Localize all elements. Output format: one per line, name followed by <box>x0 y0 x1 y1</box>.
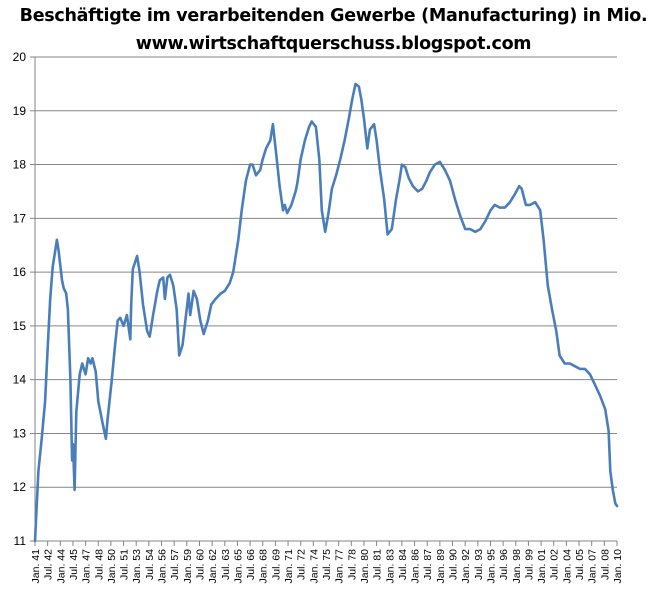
y-tick-label: 18 <box>13 158 27 172</box>
x-tick-label: Jul. 42 <box>43 549 55 580</box>
x-tick-label: Jul. 54 <box>144 549 156 580</box>
x-tick-label: Jul. 08 <box>599 549 611 580</box>
y-tick-label: 20 <box>13 50 27 64</box>
y-tick-label: 19 <box>13 104 27 118</box>
x-tick-label: Jul. 93 <box>473 549 485 580</box>
x-tick-label: Jan. 47 <box>81 549 93 584</box>
y-tick-label: 13 <box>13 426 27 440</box>
x-tick-label: Jan. 65 <box>232 549 244 584</box>
x-tick-label: Jul. 45 <box>68 549 80 580</box>
y-tick-label: 15 <box>13 319 27 333</box>
x-tick-label: Jul. 90 <box>448 549 460 580</box>
x-tick-label: Jan. 83 <box>384 549 396 584</box>
x-tick-label: Jul. 84 <box>397 549 409 580</box>
x-tick-label: Jul. 02 <box>549 549 561 580</box>
y-tick-label: 12 <box>13 480 27 494</box>
x-tick-label: Jan. 56 <box>157 549 169 584</box>
x-tick-label: Jul. 63 <box>220 549 232 580</box>
x-tick-label: Jan. 10 <box>612 549 624 584</box>
y-tick-label: 16 <box>13 265 27 279</box>
x-tick-label: Jul. 48 <box>93 549 105 580</box>
x-tick-label: Jan. 89 <box>435 549 447 584</box>
x-tick-label: Jul. 72 <box>296 549 308 580</box>
x-tick-label: Jan. 07 <box>587 549 599 584</box>
x-tick-label: Jan. 04 <box>561 549 573 584</box>
x-tick-label: Jan. 62 <box>207 549 219 584</box>
x-tick-label: Jul. 96 <box>498 549 510 580</box>
x-tick-label: Jul. 60 <box>194 549 206 580</box>
x-tick-label: Jul. 51 <box>119 549 131 580</box>
x-axis: Jan. 41 Jul. 42 Jan. 44 Jul. 45 Jan. 47 Jul. … <box>30 540 624 584</box>
x-tick-label: Jan. 53 <box>131 549 143 584</box>
x-tick-label: Jan. 44 <box>55 549 67 584</box>
y-axis: 11 12 13 14 15 16 17 18 19 20 <box>13 50 36 548</box>
x-tick-label: Jul. 78 <box>346 549 358 580</box>
x-tick-label: Jul. 57 <box>169 549 181 580</box>
x-tick-label: Jan. 95 <box>485 549 497 584</box>
x-tick-label: Jan. 68 <box>258 549 270 584</box>
x-tick-label: Jul. 05 <box>574 549 586 580</box>
x-tick-label: Jul. 99 <box>523 549 535 580</box>
chart-subtitle: www.wirtschaftquerschuss.blogspot.com <box>135 34 532 54</box>
x-tick-label: Jan. 59 <box>182 549 194 584</box>
gridlines <box>35 56 617 488</box>
series-group <box>33 82 619 543</box>
x-tick-label: Jul. 66 <box>245 549 257 580</box>
x-tick-label: Jul. 69 <box>270 549 282 580</box>
y-tick-label: 17 <box>13 211 27 225</box>
chart-title: Beschäftigte im verarbeitenden Gewerbe (… <box>19 6 648 26</box>
series-line <box>33 82 619 543</box>
x-tick-label: Jan. 80 <box>359 549 371 584</box>
x-tick-label: Jul. 81 <box>372 549 384 580</box>
x-tick-label: Jan. 41 <box>30 549 42 584</box>
x-tick-label: Jan. 74 <box>308 549 320 584</box>
x-tick-label: Jul. 75 <box>321 549 333 580</box>
x-tick-label: Jan. 71 <box>283 549 295 584</box>
x-tick-label: Jan. 86 <box>410 549 422 584</box>
y-tick-label: 14 <box>13 373 27 387</box>
x-tick-label: Jul. 87 <box>422 549 434 580</box>
x-tick-label: Jan. 01 <box>536 549 548 584</box>
y-tick-label: 11 <box>14 534 27 548</box>
x-tick-label: Jan. 92 <box>460 549 472 584</box>
x-tick-label: Jan. 50 <box>106 549 118 584</box>
x-tick-label: Jan. 77 <box>334 549 346 584</box>
x-tick-label: Jan. 98 <box>511 549 523 584</box>
